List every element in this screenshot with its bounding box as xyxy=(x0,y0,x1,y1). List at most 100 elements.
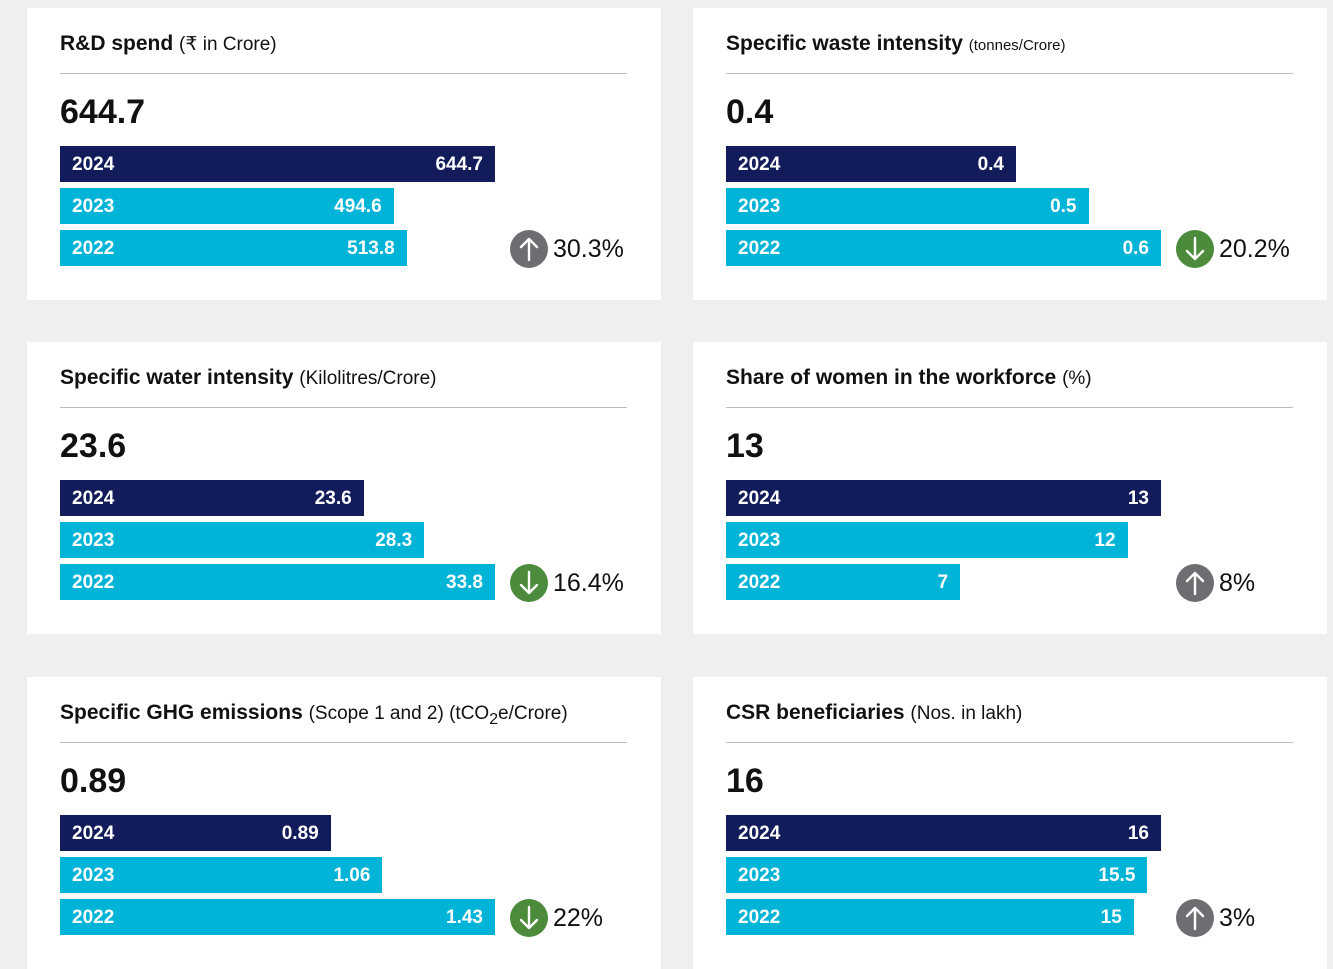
title: Specific GHG emissions xyxy=(60,701,303,724)
bar: 2022 513.8 xyxy=(60,230,407,266)
headline-value: 13 xyxy=(726,427,764,465)
card-title: Specific water intensity (Kilolitres/Cro… xyxy=(60,366,437,390)
headline-value: 0.89 xyxy=(60,762,127,800)
change-label: 3% xyxy=(1219,904,1256,932)
unit-part: (Kilolitres/Crore) xyxy=(299,368,437,389)
bar: 2022 0.6 xyxy=(726,230,1161,266)
icon-arrow xyxy=(1185,571,1205,596)
headline-value: 23.6 xyxy=(60,427,127,465)
year-label: 2024 xyxy=(738,154,781,175)
divider xyxy=(60,742,627,743)
bar: 2023 28.3 xyxy=(60,522,425,558)
change-icon xyxy=(510,230,548,268)
year-label: 2022 xyxy=(72,907,115,928)
year-label: 2024 xyxy=(738,823,781,844)
bar: 2022 15 xyxy=(726,899,1134,935)
year-label: 2022 xyxy=(738,238,781,259)
divider xyxy=(60,73,627,74)
card: Specific waste intensity (tonnes/Crore) 0… xyxy=(693,8,1327,300)
title: Share of women in the workforce xyxy=(726,366,1057,389)
value-label: 1.43 xyxy=(446,907,483,928)
value-label: 16 xyxy=(1127,823,1149,844)
title: Specific waste intensity xyxy=(726,32,963,55)
value-label: 0.4 xyxy=(977,154,1004,175)
value-label: 12 xyxy=(1094,530,1116,551)
bar: 2024 13 xyxy=(726,480,1161,516)
title: Specific water intensity xyxy=(60,366,294,389)
year-label: 2023 xyxy=(738,530,781,551)
value-label: 644.7 xyxy=(435,154,483,175)
divider xyxy=(60,407,627,408)
unit: (%) xyxy=(1062,368,1092,389)
year-label: 2023 xyxy=(72,865,115,886)
change-label: 16.4% xyxy=(553,569,624,597)
bar: 2023 12 xyxy=(726,522,1128,558)
card: R&D spend (₹ in Crore) 644.7 2024 644.7 2023… xyxy=(27,8,661,300)
year-label: 2024 xyxy=(72,154,115,175)
bar: 2022 33.8 xyxy=(60,564,495,600)
value-label: 0.5 xyxy=(1050,196,1077,217)
value-label: 494.6 xyxy=(334,196,382,217)
change-icon xyxy=(510,564,548,602)
value-label: 0.6 xyxy=(1122,238,1149,259)
unit: (Nos. in lakh) xyxy=(910,703,1022,724)
title: R&D spend xyxy=(60,32,174,55)
card: Specific water intensity (Kilolitres/Cro… xyxy=(27,342,661,634)
change-icon xyxy=(1176,899,1214,937)
change-icon xyxy=(510,899,548,937)
year-label: 2023 xyxy=(738,196,781,217)
change-label: 22% xyxy=(553,904,604,932)
card-title: Share of women in the workforce (%) xyxy=(726,366,1092,390)
value-label: 15.5 xyxy=(1098,865,1136,886)
unit-part: 2 xyxy=(489,710,499,728)
card: CSR beneficiaries (Nos. in lakh) 16 2024 16… xyxy=(693,677,1327,969)
value-label: 28.3 xyxy=(375,530,413,551)
year-label: 2023 xyxy=(72,196,115,217)
year-label: 2022 xyxy=(738,572,781,593)
unit: (Kilolitres/Crore) xyxy=(299,368,436,389)
year-label: 2023 xyxy=(72,530,115,551)
value-label: 33.8 xyxy=(446,572,483,593)
bar: 2024 0.89 xyxy=(60,815,331,851)
value-label: 513.8 xyxy=(347,238,395,259)
bar: 2022 7 xyxy=(726,564,961,600)
year-label: 2022 xyxy=(72,238,115,259)
headline-value: 0.4 xyxy=(726,93,774,131)
value-label: 1.06 xyxy=(333,865,371,886)
title: CSR beneficiaries xyxy=(726,701,905,724)
bar: 2024 0.4 xyxy=(726,146,1016,182)
icon-arrow xyxy=(519,237,539,262)
change-label: 30.3% xyxy=(553,235,624,263)
divider xyxy=(726,407,1293,408)
unit-part: (tonnes/Crore) xyxy=(968,37,1066,54)
bar: 2023 0.5 xyxy=(726,188,1089,224)
card-title: Specific GHG emissions (Scope 1 and 2) (… xyxy=(60,701,568,729)
bar: 2022 1.43 xyxy=(60,899,495,935)
unit: (₹ in Crore) xyxy=(179,34,277,55)
icon-arrow xyxy=(1185,236,1205,261)
year-label: 2022 xyxy=(72,572,115,593)
year-label: 2023 xyxy=(738,865,781,886)
bar: 2024 644.7 xyxy=(60,146,495,182)
unit-part: (%) xyxy=(1062,368,1092,389)
icon-arrow xyxy=(519,905,539,930)
value-label: 7 xyxy=(937,572,949,593)
headline-value: 644.7 xyxy=(60,93,146,131)
unit: (tonnes/Crore) xyxy=(969,37,1066,54)
unit-part: e/Crore) xyxy=(498,703,568,724)
unit-part: (₹ in Crore) xyxy=(179,34,277,55)
value-label: 15 xyxy=(1100,907,1122,928)
card: Share of women in the workforce (%) 13 202… xyxy=(693,342,1327,634)
value-label: 0.89 xyxy=(281,823,319,844)
bar: 2024 23.6 xyxy=(60,480,364,516)
unit-part: (Scope 1 and 2) (tCO xyxy=(308,703,490,724)
bar: 2023 15.5 xyxy=(726,857,1148,893)
unit-part: (Nos. in lakh) xyxy=(910,703,1023,724)
card-title: R&D spend (₹ in Crore) xyxy=(60,32,277,56)
card-title: Specific waste intensity (tonnes/Crore) xyxy=(726,32,1065,56)
change-label: 8% xyxy=(1219,569,1256,597)
icon-arrow xyxy=(519,570,539,595)
unit: (Scope 1 and 2) (tCO2e/Crore) xyxy=(308,703,568,728)
value-label: 23.6 xyxy=(314,488,352,509)
